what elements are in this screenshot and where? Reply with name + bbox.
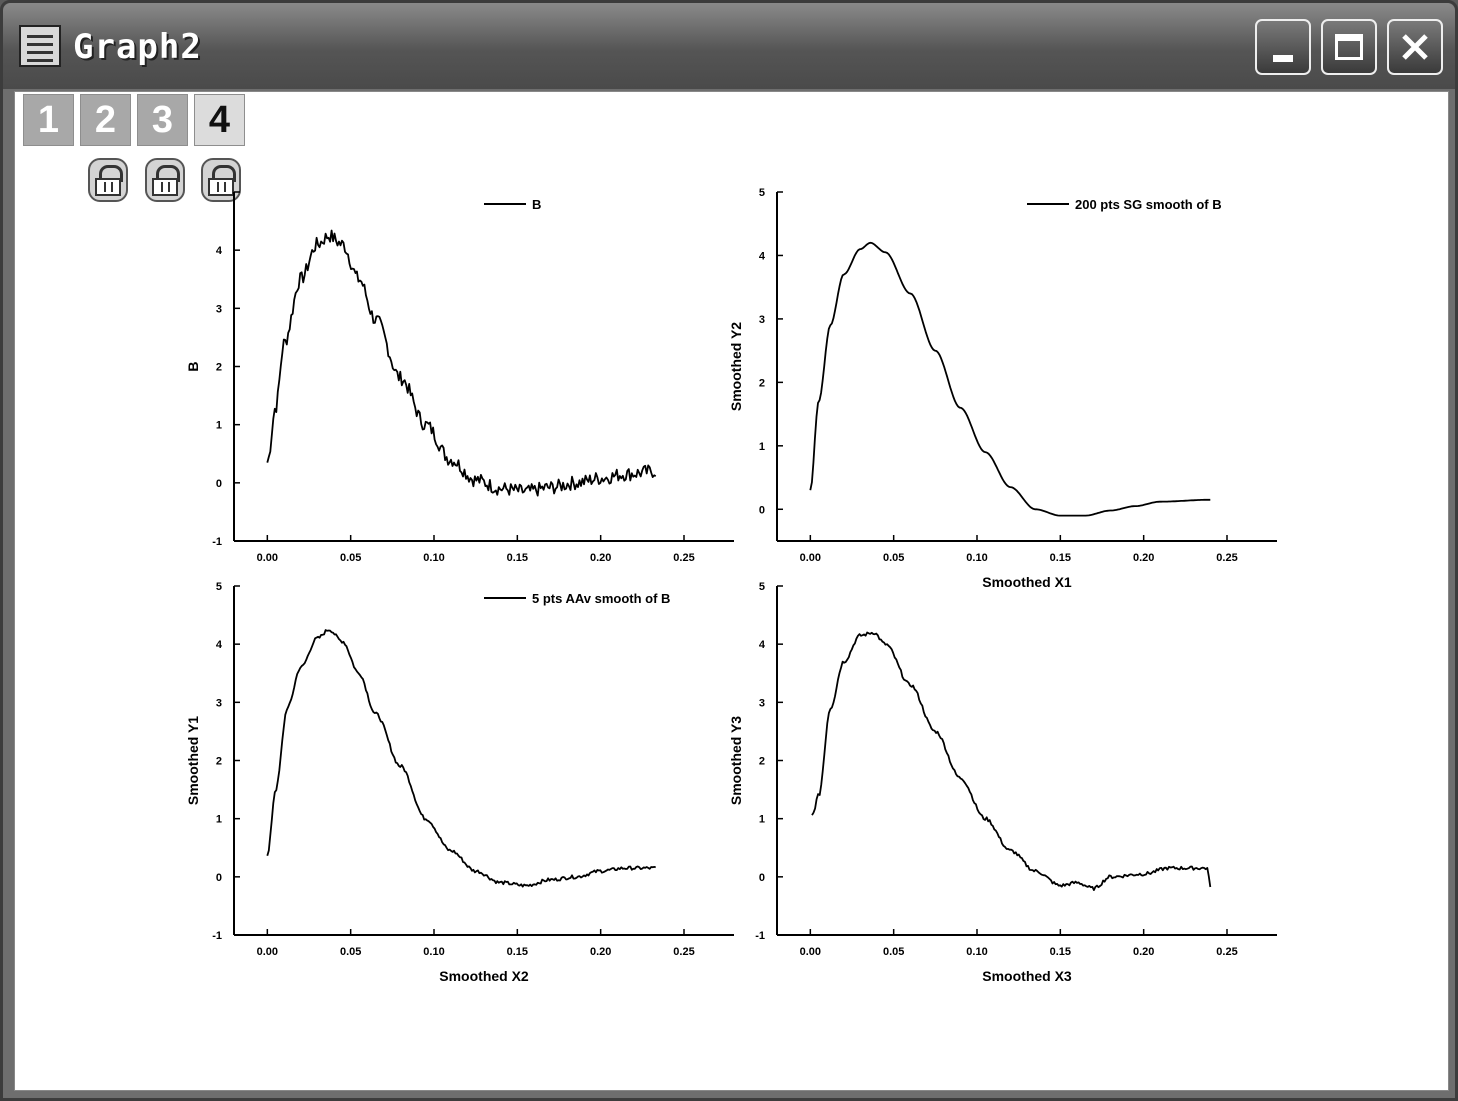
x-tick-label: 0.05 (883, 946, 904, 958)
x-axis-label: Smoothed X2 (439, 968, 529, 984)
graph-page[interactable]: 1 2 3 4 0.00 0.05 0.10 0.15 0.20 0.25 -1 0 1 2 3 4 B… (14, 91, 1449, 1091)
x-tick-label: 0.20 (590, 552, 611, 564)
y-tick-label: -1 (755, 930, 765, 942)
layer-tab-2[interactable]: 2 (80, 94, 131, 146)
chart-4: 0.00 0.05 0.10 0.15 0.20 0.25 -1 0 1 2 3 4 5 Smoothed… (728, 581, 1277, 984)
x-tick-label: 0.15 (1050, 946, 1071, 958)
y-tick-label: 5 (216, 581, 222, 593)
y-tick-label: 0 (759, 504, 765, 516)
y-tick-label: 3 (216, 303, 222, 315)
maximize-button[interactable] (1321, 19, 1377, 75)
close-icon (1402, 34, 1428, 60)
y-tick-label: 2 (216, 756, 222, 768)
window-title: Graph2 (73, 27, 202, 67)
series-line (809, 241, 1211, 517)
y-tick-label: 2 (759, 377, 765, 389)
x-tick-label: 0.25 (1216, 946, 1237, 958)
y-axis-label: Smoothed Y1 (185, 716, 201, 805)
y-tick-label: 0 (759, 872, 765, 884)
x-tick-label: 0.00 (257, 946, 278, 958)
x-tick-label: 0.05 (340, 946, 361, 958)
x-tick-label: 0.25 (1216, 552, 1237, 564)
x-axis-label: Smoothed X3 (982, 968, 1072, 984)
x-tick-label: 0.00 (800, 946, 821, 958)
series-line (266, 229, 657, 497)
x-axis-label: Smoothed X1 (982, 574, 1072, 590)
legend-label: 200 pts SG smooth of B (1075, 197, 1222, 212)
x-tick-label: 0.15 (1050, 552, 1071, 564)
layer-tab-1[interactable]: 1 (23, 94, 74, 146)
x-tick-label: 0.00 (257, 552, 278, 564)
y-tick-label: 3 (759, 697, 765, 709)
y-tick-label: 5 (759, 581, 765, 593)
y-tick-label: -1 (212, 536, 222, 548)
y-tick-label: 4 (759, 639, 766, 651)
y-tick-label: 1 (759, 814, 765, 826)
y-tick-label: 4 (759, 250, 766, 262)
x-tick-label: 0.05 (340, 552, 361, 564)
y-tick-label: 2 (216, 362, 222, 374)
series-line (811, 631, 1212, 891)
lock-icon[interactable] (88, 158, 128, 202)
layer-tab-3[interactable]: 3 (137, 94, 188, 146)
x-tick-label: 0.10 (966, 946, 987, 958)
x-tick-label: 0.20 (1133, 946, 1154, 958)
y-axis-label: Smoothed Y3 (728, 716, 744, 805)
x-tick-label: 0.05 (883, 552, 904, 564)
y-axis-label: B (185, 361, 201, 371)
layer-tabs: 1 2 3 4 (23, 94, 251, 146)
graph-window-icon[interactable] (19, 25, 61, 67)
y-tick-label: 4 (216, 639, 223, 651)
lock-icon[interactable] (145, 158, 185, 202)
y-tick-label: 1 (759, 441, 765, 453)
y-tick-label: 3 (759, 314, 765, 326)
chart-3: 0.00 0.05 0.10 0.15 0.20 0.25 -1 0 1 2 3 4 5 Smoothed… (185, 581, 734, 984)
y-axis-label: Smoothed Y2 (728, 322, 744, 411)
x-tick-label: 0.25 (673, 946, 694, 958)
series-line (266, 629, 656, 888)
x-tick-label: 0.15 (507, 946, 528, 958)
x-tick-label: 0.10 (423, 552, 444, 564)
x-tick-label: 0.10 (423, 946, 444, 958)
x-tick-label: 0.10 (966, 552, 987, 564)
x-tick-label: 0.00 (800, 552, 821, 564)
y-tick-label: 3 (216, 697, 222, 709)
title-bar[interactable]: Graph2 (3, 3, 1455, 89)
x-tick-label: 0.20 (1133, 552, 1154, 564)
chart-2: 0.00 0.05 0.10 0.15 0.20 0.25 0 1 2 3 4 5 Smoothed X… (728, 187, 1277, 590)
y-tick-label: -1 (212, 930, 222, 942)
x-tick-label: 0.20 (590, 946, 611, 958)
y-tick-label: 5 (759, 187, 765, 199)
y-tick-label: 2 (759, 756, 765, 768)
layer-tab-4[interactable]: 4 (194, 94, 245, 146)
close-button[interactable] (1387, 19, 1443, 75)
y-tick-label: 0 (216, 872, 222, 884)
minimize-button[interactable] (1255, 19, 1311, 75)
x-tick-label: 0.15 (507, 552, 528, 564)
y-tick-label: 1 (216, 814, 222, 826)
y-tick-label: 4 (216, 245, 223, 257)
y-tick-label: 1 (216, 420, 222, 432)
legend-label: 5 pts AAv smooth of B (532, 591, 670, 606)
minimize-icon (1273, 54, 1293, 62)
y-tick-label: 0 (216, 478, 222, 490)
chart-1: 0.00 0.05 0.10 0.15 0.20 0.25 -1 0 1 2 3 4 B B (185, 191, 734, 564)
legend-label: B (532, 197, 541, 212)
x-tick-label: 0.25 (673, 552, 694, 564)
maximize-icon (1335, 34, 1363, 60)
